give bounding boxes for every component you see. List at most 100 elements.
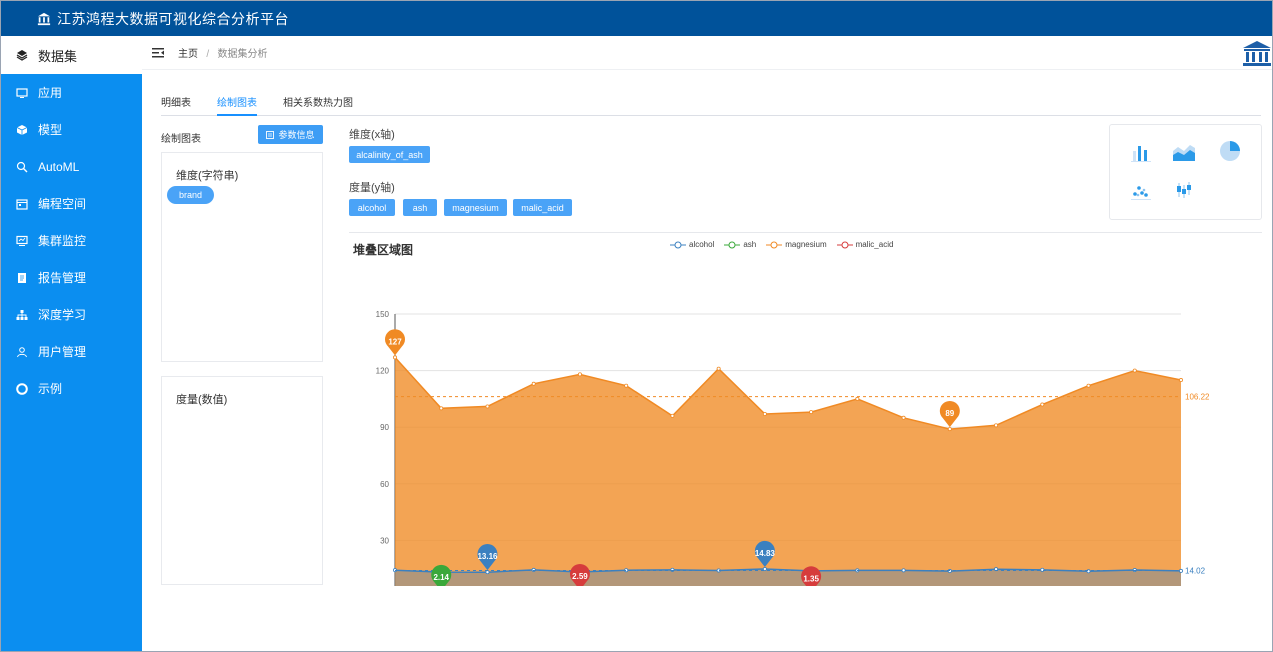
- left-panel-header: 绘制图表 参数信息: [161, 125, 323, 145]
- sidebar-item-label: 数据集: [38, 48, 78, 64]
- sidebar-item-reports[interactable]: 报告管理: [1, 259, 142, 296]
- marker-label: 13.16: [477, 552, 498, 561]
- sidebar-item-label: 编程空间: [38, 197, 87, 211]
- measure-panel-title: 度量(数值): [176, 394, 228, 406]
- data-point: [947, 569, 952, 574]
- tab-correlation-heatmap[interactable]: 相关系数热力图: [283, 98, 353, 109]
- y-tick-label: 120: [376, 367, 390, 376]
- data-point: [1040, 402, 1045, 407]
- scatter-chart-icon[interactable]: [1129, 179, 1153, 201]
- menu-fold-icon[interactable]: [152, 47, 164, 58]
- sidebar-item-cluster[interactable]: 集群监控: [1, 222, 142, 259]
- layers-icon: [16, 50, 28, 61]
- marker-label: 127: [388, 337, 402, 346]
- boxplot-chart-icon[interactable]: [1172, 179, 1196, 201]
- y-field-tag-malic-acid[interactable]: malic_acid: [513, 199, 572, 216]
- x-field-tag[interactable]: alcalinity_of_ash: [349, 146, 430, 163]
- data-point: [762, 567, 767, 572]
- data-point: [670, 413, 675, 418]
- sidebar-item-apps[interactable]: 应用: [1, 74, 142, 111]
- pie-chart-icon[interactable]: [1218, 140, 1242, 162]
- y-axis-label: 度量(y轴): [349, 182, 395, 194]
- stacked-area-chart: 0306090120150106.2214.022.472.0113.1614.…: [376, 310, 1209, 586]
- breadcrumb-current: 数据集分析: [217, 49, 268, 60]
- sidebar-item-models[interactable]: 模型: [1, 111, 142, 148]
- tab-draw-chart[interactable]: 绘制图表: [217, 94, 257, 116]
- legend-item-malic-acid[interactable]: malic_acid: [836, 240, 893, 249]
- chart-type-selector: [1109, 124, 1262, 220]
- data-point: [1132, 568, 1137, 573]
- main-content: 主页 / 数据集分析 明细表 绘制图表 相关系数热力图 绘制图表: [142, 36, 1272, 651]
- data-point: [947, 427, 952, 432]
- y-field-tag-magnesium[interactable]: magnesium: [444, 199, 507, 216]
- sidebar-item-examples[interactable]: 示例: [1, 370, 142, 407]
- data-point: [439, 406, 444, 411]
- data-point: [1086, 383, 1091, 388]
- legend-label: alcohol: [689, 240, 715, 249]
- marker-label: 1.35: [803, 574, 819, 583]
- legend-item-ash[interactable]: ash: [724, 240, 756, 249]
- data-point: [762, 411, 767, 416]
- data-point: [809, 410, 814, 415]
- lifebuoy-icon: [16, 382, 28, 395]
- monitor-icon: [16, 87, 28, 98]
- marker-label: 89: [945, 409, 954, 418]
- y-field-tag-ash[interactable]: ash: [403, 199, 437, 216]
- breadcrumb-home[interactable]: 主页: [178, 49, 198, 60]
- dimension-panel: 维度(字符串) brand: [161, 152, 323, 362]
- marker-pin: [431, 564, 452, 586]
- bank-logo-icon: [1243, 41, 1271, 66]
- avg-label: 14.02: [1185, 567, 1206, 576]
- dimension-field-brand[interactable]: brand: [167, 186, 214, 204]
- data-point: [1179, 568, 1184, 573]
- breadcrumb: 主页 / 数据集分析: [178, 45, 267, 60]
- data-point: [624, 383, 629, 388]
- sidebar-item-label: 模型: [38, 123, 63, 137]
- sidebar-item-deep-learning[interactable]: 深度学习: [1, 296, 142, 333]
- x-axis-label: 维度(x轴): [349, 129, 395, 141]
- marker-pin: [569, 563, 590, 586]
- bar-chart-icon[interactable]: [1129, 141, 1153, 163]
- y-field-tag-alcohol[interactable]: alcohol: [349, 199, 395, 216]
- sidebar-item-automl[interactable]: AutoML: [1, 148, 142, 185]
- legend-item-magnesium[interactable]: magnesium: [766, 240, 827, 249]
- area-chart-icon[interactable]: [1172, 141, 1196, 163]
- draw-chart-heading: 绘制图表: [161, 134, 201, 145]
- chart-legend: alcohol ash magnesium malic_acid: [670, 240, 903, 249]
- legend-item-alcohol[interactable]: alcohol: [670, 240, 714, 249]
- tab-detail-table[interactable]: 明细表: [161, 98, 191, 109]
- sidebar-item-users[interactable]: 用户管理: [1, 333, 142, 370]
- sidebar-item-label: 示例: [38, 382, 63, 396]
- y-tick-label: 30: [380, 536, 389, 545]
- param-info-label: 参数信息: [278, 130, 315, 140]
- marker-pin: [939, 400, 960, 428]
- marker-label: 14.83: [755, 549, 776, 558]
- sidebar-item-label: 用户管理: [38, 345, 87, 359]
- data-point: [577, 372, 582, 377]
- users-icon: [17, 346, 27, 357]
- legend-label: ash: [743, 240, 757, 249]
- sidebar-item-label: 集群监控: [38, 234, 87, 248]
- data-point: [485, 570, 490, 575]
- param-info-button[interactable]: 参数信息: [258, 125, 323, 144]
- data-point: [393, 355, 398, 360]
- legend-marker-icon: [670, 241, 686, 248]
- sidebar-item-label: 应用: [38, 86, 63, 100]
- page-header: 主页 / 数据集分析: [142, 36, 1272, 70]
- sidebar-item-workspace[interactable]: 编程空间: [1, 185, 142, 222]
- sidebar: 数据集 应用 模型 AutoML 编程空间 集群监控 报告管理 深度学习: [1, 36, 142, 651]
- sidebar-item-datasets[interactable]: 数据集: [1, 36, 142, 74]
- marker-label: 2.59: [572, 572, 588, 581]
- bank-logo-icon: [37, 12, 51, 25]
- top-bar: 江苏鸿程大数据可视化综合分析平台: [1, 1, 1272, 36]
- search-gear-icon: [16, 161, 28, 172]
- data-point: [531, 381, 536, 386]
- series-area-alcohol: [395, 569, 1181, 586]
- measure-panel: 度量(数值): [161, 376, 323, 585]
- cube-icon: [16, 124, 28, 135]
- data-point: [994, 423, 999, 428]
- y-tick-label: 60: [380, 480, 389, 489]
- calendar-icon: [16, 198, 28, 210]
- app-title: 江苏鸿程大数据可视化综合分析平台: [57, 10, 289, 27]
